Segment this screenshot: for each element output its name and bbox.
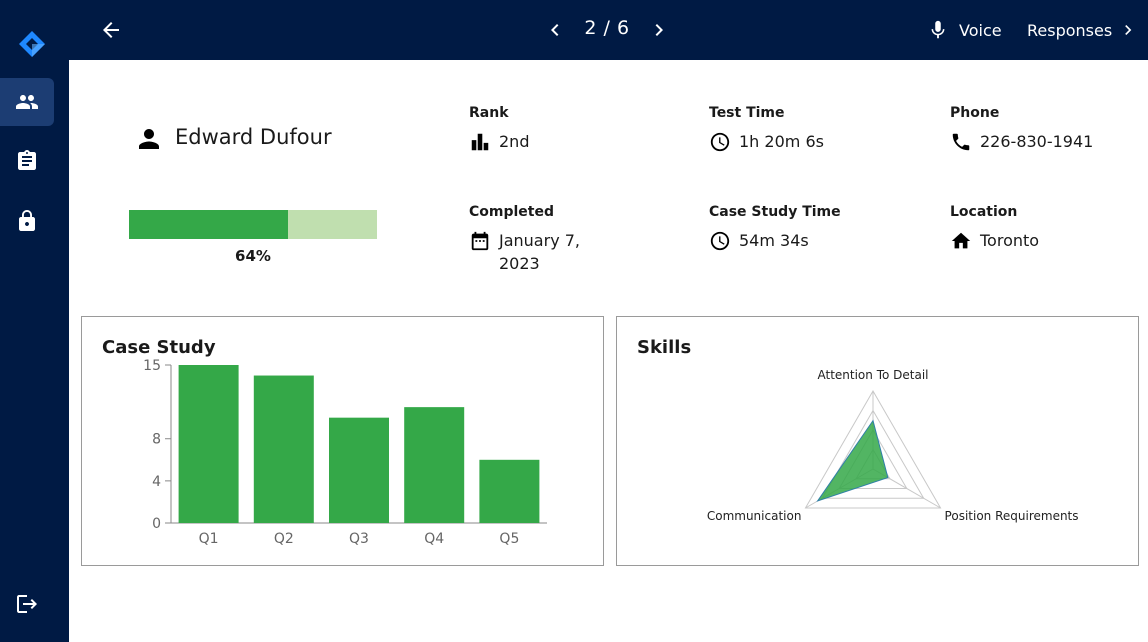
skills-title: Skills: [637, 337, 692, 358]
y-tick-label: 15: [143, 358, 161, 374]
rank-info: Rank 2nd: [469, 105, 529, 153]
case-study-time-info: Case Study Time 54m 34s: [709, 204, 841, 252]
skills-card: Skills Attention To Detail Position Requi…: [616, 316, 1139, 566]
sidebar-item-candidates[interactable]: [0, 78, 54, 126]
x-tick-label: Q4: [424, 531, 444, 547]
app-logo-icon[interactable]: [18, 30, 46, 58]
previous-page-icon[interactable]: [543, 18, 567, 42]
skills-radar-chart: Attention To Detail Position Requirements…: [707, 368, 1079, 523]
score-percent: 64%: [235, 247, 271, 265]
sidebar: [0, 0, 69, 642]
calendar-icon: [471, 231, 489, 251]
radar-axis-label: Communication: [707, 509, 802, 523]
score-progress-bar: [129, 210, 377, 239]
case-study-time-label: Case Study Time: [709, 204, 841, 220]
responses-label: Responses: [1027, 20, 1113, 40]
candidate-name: Edward Dufour: [175, 125, 332, 149]
phone-value[interactable]: 226-830-1941: [980, 132, 1094, 151]
microphone-icon: [931, 20, 945, 39]
top-bar: 2 / 6 Voice Responses: [69, 0, 1148, 60]
phone-info: Phone 226-830-1941: [950, 105, 1093, 153]
voice-button[interactable]: Voice: [927, 16, 1002, 44]
score-progress-fill: [129, 210, 288, 239]
rank-value: 2nd: [499, 132, 530, 151]
phone-label: Phone: [950, 105, 1000, 121]
case-study-card: Case Study 0 4 8 15 Q1 Q2 Q3 Q4 Q5: [81, 316, 604, 566]
skills-area[interactable]: [816, 419, 889, 502]
bar-chart-icon: [471, 133, 489, 151]
person-icon: [139, 129, 159, 149]
voice-label: Voice: [959, 20, 1002, 40]
x-tick-label: Q1: [199, 531, 219, 547]
location-value: Toronto: [980, 231, 1040, 250]
y-tick-label: 4: [152, 474, 161, 490]
completed-info: Completed January 7, 2023: [469, 204, 609, 275]
page-indicator: 2 / 6: [584, 17, 630, 39]
bar-q2[interactable]: [253, 375, 314, 523]
next-page-icon[interactable]: [647, 18, 671, 42]
radar-grid-ring: [804, 390, 942, 509]
y-tick-label: 8: [152, 432, 161, 448]
bar-q4[interactable]: [404, 407, 465, 523]
completed-label: Completed: [469, 204, 555, 220]
y-tick-label: 0: [152, 516, 161, 532]
completed-value: January 7, 2023: [499, 231, 581, 273]
sidebar-item-security[interactable]: [0, 197, 54, 245]
case-study-time-value: 54m 34s: [739, 231, 809, 250]
case-study-title: Case Study: [102, 337, 216, 358]
radar-axis-label: Position Requirements: [945, 509, 1079, 523]
logout-button[interactable]: [0, 580, 54, 628]
test-time-label: Test Time: [709, 105, 785, 121]
location-info: Location Toronto: [950, 204, 1039, 252]
bar-q3[interactable]: [329, 417, 389, 523]
bar-q5[interactable]: [479, 459, 540, 523]
case-study-bar-chart: 0 4 8 15 Q1 Q2 Q3 Q4 Q5: [143, 358, 547, 547]
sidebar-item-assessments[interactable]: [0, 137, 54, 185]
x-tick-label: Q3: [349, 531, 369, 547]
test-time-info: Test Time 1h 20m 6s: [709, 105, 824, 153]
back-arrow-icon[interactable]: [99, 18, 123, 42]
clipboard-icon: [18, 150, 36, 170]
lock-icon: [19, 210, 35, 231]
x-tick-label: Q5: [499, 531, 519, 547]
home-icon: [951, 232, 971, 249]
radar-axis-label: Attention To Detail: [818, 368, 929, 382]
location-label: Location: [950, 204, 1018, 220]
clock-icon: [710, 132, 730, 152]
people-icon: [16, 95, 38, 109]
test-time-value: 1h 20m 6s: [739, 132, 824, 151]
logout-icon: [17, 595, 37, 613]
radar-grid-ring: [821, 409, 925, 499]
bar-q1[interactable]: [178, 365, 239, 523]
phone-icon: [952, 133, 970, 151]
clock-icon: [710, 231, 730, 251]
chevron-right-icon: [1125, 25, 1132, 35]
rank-label: Rank: [469, 105, 509, 121]
responses-button[interactable]: Responses: [1027, 16, 1138, 44]
x-tick-label: Q2: [274, 531, 294, 547]
